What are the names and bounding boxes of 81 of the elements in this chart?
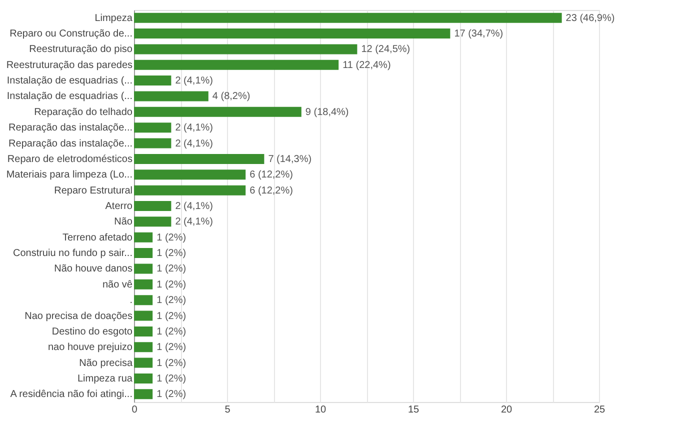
- data-label: 1 (2%): [156, 342, 186, 354]
- y-tick-label: Reparação das instalaçõe...: [8, 122, 132, 134]
- data-label: 1 (2%): [156, 279, 186, 290]
- data-label: 1 (2%): [156, 358, 186, 369]
- bar: [134, 326, 153, 336]
- x-tick-label: 25: [594, 404, 606, 416]
- x-tick-label: 5: [224, 404, 231, 416]
- data-label: 1 (2%): [156, 264, 186, 275]
- data-label: 4 (8,2%): [212, 91, 250, 102]
- bar: [134, 44, 358, 54]
- y-tick-label: Reparo de eletrodomésticos: [7, 154, 132, 165]
- y-tick-label: Não: [114, 216, 133, 228]
- y-tick-label: Não precisa: [79, 358, 133, 369]
- bar: [134, 76, 172, 86]
- y-tick-label: Construiu no fundo p sair...: [12, 248, 132, 260]
- y-tick-label: Reparo Estrutural: [54, 185, 132, 196]
- data-label: 2 (4,1%): [175, 216, 213, 228]
- y-tick-label: Não houve danos: [54, 264, 132, 275]
- data-label: 1 (2%): [156, 248, 186, 260]
- y-tick-label: .: [130, 295, 132, 306]
- data-label: 1 (2%): [156, 389, 186, 400]
- data-label: 1 (2%): [156, 326, 186, 338]
- bar: [134, 295, 153, 306]
- data-label: 2 (4,1%): [175, 138, 213, 150]
- bar: [134, 310, 153, 321]
- y-tick-label: Reparação do telhado: [34, 106, 133, 118]
- bar: [134, 138, 172, 148]
- data-label: 11 (22,4%): [342, 60, 391, 71]
- y-tick-label: Materiais para limpeza (Lo...: [6, 170, 132, 181]
- bar: [134, 389, 153, 400]
- bar: [134, 232, 153, 242]
- data-label: 2 (4,1%): [175, 122, 213, 134]
- data-label: 1 (2%): [156, 373, 186, 384]
- bar: [134, 106, 302, 117]
- bar: [134, 248, 153, 258]
- y-tick-label: Aterro: [105, 201, 133, 212]
- y-tick-label: A residência não foi atingi...: [10, 389, 132, 400]
- x-tick-label: 15: [408, 404, 420, 416]
- x-tick-label: 0: [132, 404, 138, 416]
- y-tick-label: Instalação de esquadrias (...: [6, 91, 132, 102]
- bar: [134, 60, 339, 70]
- data-label: 12 (24,5%): [361, 44, 410, 56]
- bar: [134, 170, 246, 180]
- bar: [134, 185, 246, 196]
- y-tick-label: Reestruturação das paredes: [6, 60, 132, 71]
- data-label: 7 (14,3%): [268, 154, 312, 165]
- bar: [134, 28, 450, 39]
- bar: [134, 154, 264, 164]
- bar: [134, 342, 153, 352]
- data-label: 1 (2%): [156, 295, 186, 306]
- y-tick-label: Limpeza rua: [77, 373, 133, 384]
- bar: [134, 201, 172, 211]
- x-tick-label: 10: [314, 404, 326, 416]
- y-tick-label: Terreno afetado: [62, 232, 133, 244]
- bar: [134, 122, 172, 133]
- bar: [134, 91, 208, 102]
- data-label: 2 (4,1%): [175, 76, 213, 87]
- bar: [134, 358, 153, 368]
- data-label: 6 (12,2%): [250, 185, 293, 196]
- bar: [134, 216, 172, 227]
- data-label: 1 (2%): [156, 232, 186, 244]
- y-tick-label: nao houve prejuizo: [48, 342, 133, 354]
- data-label: 23 (46,9%): [566, 12, 615, 24]
- y-tick-label: Reestruturação do piso: [29, 44, 133, 56]
- data-label: 6 (12,2%): [250, 170, 293, 181]
- y-tick-label: Limpeza: [94, 12, 133, 24]
- data-label: 17 (34,7%): [454, 28, 504, 40]
- data-label: 9 (18,4%): [305, 106, 349, 118]
- y-tick-label: Reparo ou Construção de...: [10, 28, 132, 40]
- y-tick-label: Reparação das instalaçõe...: [8, 138, 132, 150]
- y-tick-label: Instalação de esquadrias (...: [6, 76, 132, 87]
- data-label: 2 (4,1%): [175, 201, 213, 212]
- data-label: 1 (2%): [156, 310, 186, 322]
- y-tick-label: não vê: [102, 279, 133, 290]
- bar: [134, 264, 153, 274]
- y-tick-label: Nao precisa de doações: [24, 310, 132, 322]
- y-tick-label: Destino do esgoto: [52, 326, 133, 338]
- bar: [134, 373, 153, 384]
- bar: [134, 12, 562, 23]
- x-tick-label: 20: [500, 404, 512, 416]
- bar: [134, 279, 153, 290]
